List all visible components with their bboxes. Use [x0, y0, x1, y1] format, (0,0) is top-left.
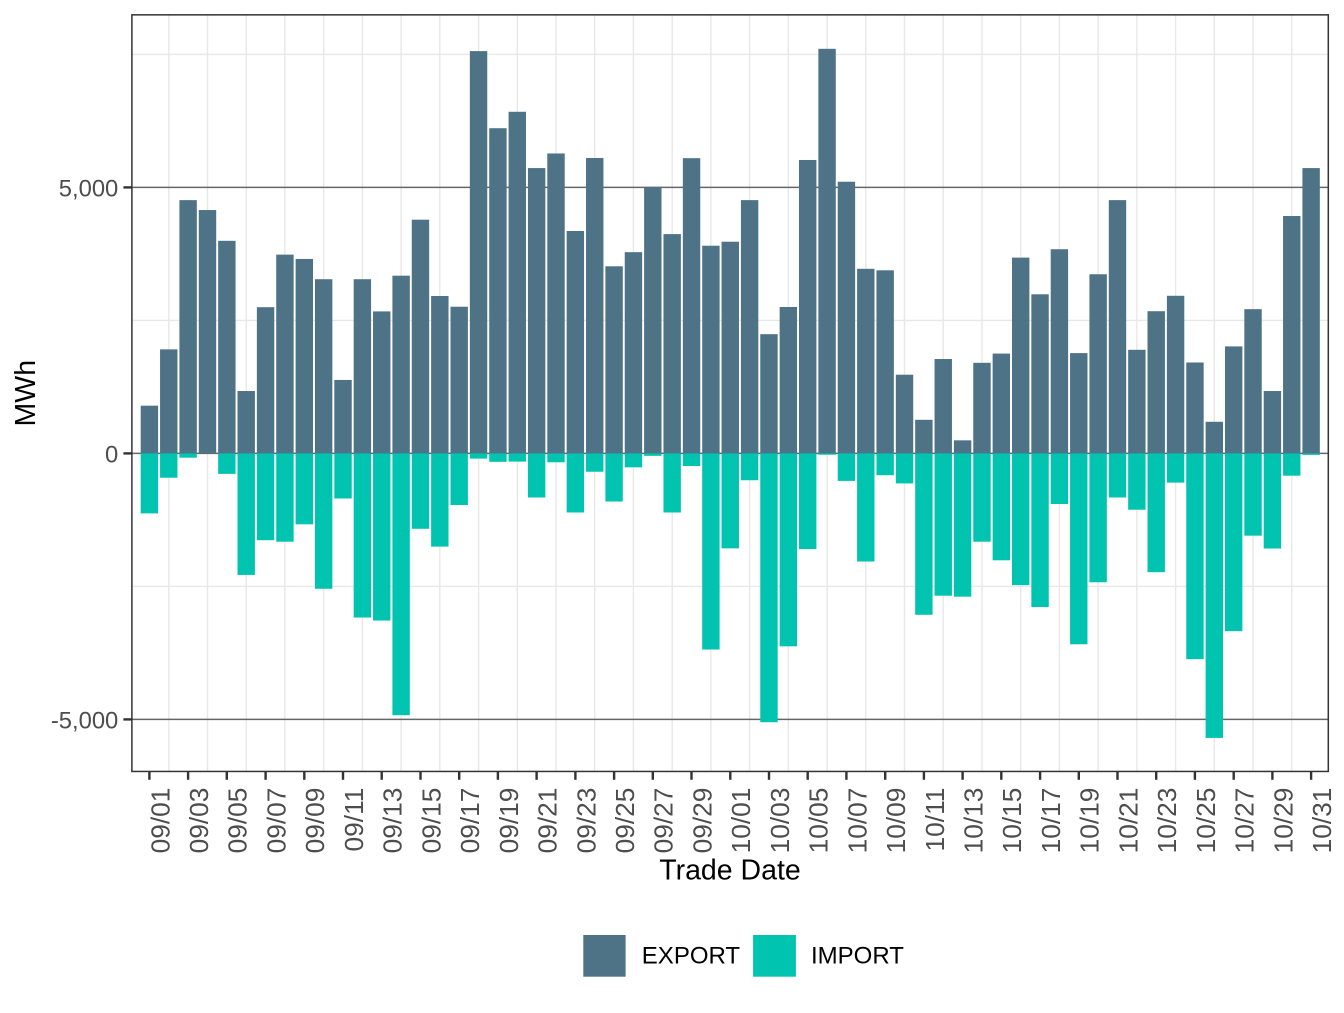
svg-text:10/27: 10/27 — [1230, 788, 1260, 854]
svg-text:09/27: 09/27 — [649, 788, 679, 854]
svg-text:-5,000: -5,000 — [51, 708, 118, 735]
svg-text:10/23: 10/23 — [1152, 788, 1182, 854]
svg-text:09/01: 09/01 — [145, 788, 175, 854]
svg-text:09/09: 09/09 — [300, 788, 330, 854]
svg-text:5,000: 5,000 — [59, 176, 119, 203]
svg-text:09/21: 09/21 — [533, 788, 563, 854]
svg-text:10/17: 10/17 — [1036, 788, 1066, 854]
svg-text:10/21: 10/21 — [1113, 788, 1143, 854]
svg-text:09/15: 09/15 — [416, 788, 446, 854]
svg-text:10/25: 10/25 — [1191, 788, 1221, 854]
svg-text:09/13: 09/13 — [378, 788, 408, 854]
svg-text:MWh: MWh — [10, 360, 42, 427]
svg-text:10/07: 10/07 — [842, 788, 872, 854]
svg-text:10/11: 10/11 — [920, 788, 950, 852]
svg-text:0: 0 — [105, 442, 118, 469]
svg-text:10/13: 10/13 — [959, 788, 989, 854]
svg-text:09/23: 09/23 — [571, 788, 601, 854]
svg-text:09/19: 09/19 — [494, 788, 524, 854]
svg-text:09/29: 09/29 — [687, 788, 717, 854]
svg-text:10/31: 10/31 — [1307, 788, 1337, 854]
svg-text:09/11: 09/11 — [339, 788, 369, 852]
svg-text:10/05: 10/05 — [804, 788, 834, 854]
svg-text:EXPORT: EXPORT — [642, 942, 741, 969]
svg-text:09/17: 09/17 — [455, 788, 485, 854]
svg-text:09/03: 09/03 — [184, 788, 214, 854]
svg-text:10/09: 10/09 — [881, 788, 911, 854]
svg-text:10/19: 10/19 — [1075, 788, 1105, 854]
svg-text:10/15: 10/15 — [997, 788, 1027, 854]
svg-text:10/01: 10/01 — [726, 788, 756, 854]
svg-text:IMPORT: IMPORT — [811, 942, 904, 969]
svg-text:09/07: 09/07 — [262, 788, 292, 854]
svg-text:10/29: 10/29 — [1268, 788, 1298, 854]
svg-text:09/05: 09/05 — [223, 788, 253, 854]
svg-text:10/03: 10/03 — [765, 788, 795, 854]
svg-text:09/25: 09/25 — [610, 788, 640, 854]
svg-text:Trade Date: Trade Date — [659, 855, 801, 887]
